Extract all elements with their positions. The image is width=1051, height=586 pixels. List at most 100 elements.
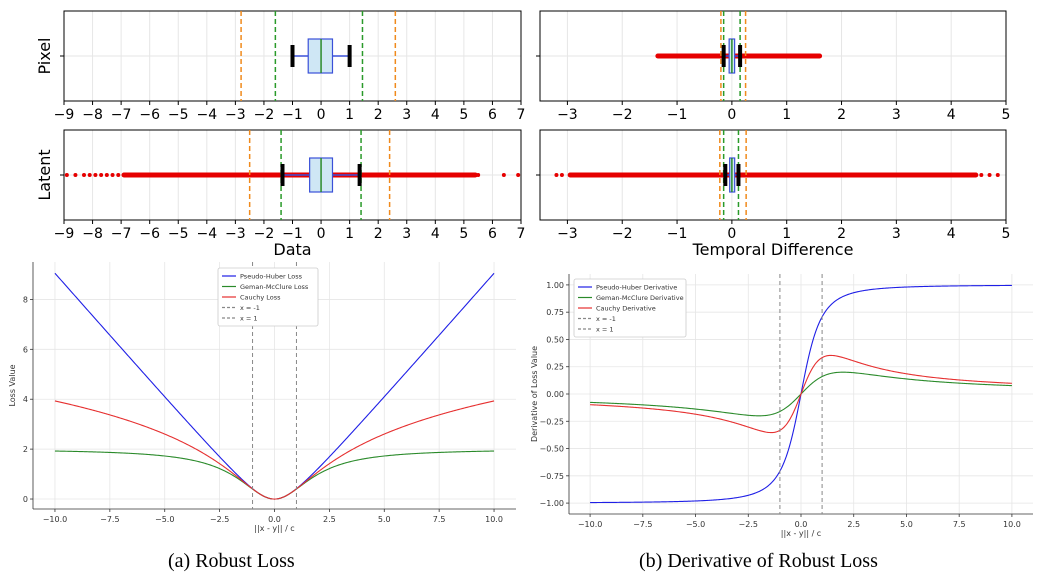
x-axis-label: Data <box>273 240 311 259</box>
x-tick-label: 7.5 <box>433 515 446 524</box>
x-tick-label: 2 <box>374 107 383 123</box>
x-tick-label: −2.5 <box>210 515 229 524</box>
x-tick-label: 5.0 <box>378 515 391 524</box>
legend-label: Pseudo-Huber Derivative <box>596 284 677 292</box>
x-tick-label: 10.0 <box>1003 520 1021 529</box>
x-tick-label: −1 <box>282 226 303 242</box>
legend-label: x = 1 <box>596 326 614 334</box>
y-tick-label: 0.50 <box>546 335 564 344</box>
y-tick-label: −1.00 <box>539 499 564 508</box>
outlier-point <box>87 173 92 177</box>
x-tick-label: −10.0 <box>578 520 603 529</box>
y-tick-label: 0.25 <box>546 363 564 372</box>
outlier-point <box>995 173 1000 177</box>
x-tick-label: −1 <box>667 226 688 242</box>
y-tick-label: 0.00 <box>546 390 564 399</box>
legend-label: Cauchy Derivative <box>596 305 656 313</box>
x-axis-label: ||x - y|| / c <box>781 529 821 538</box>
linechart-robust-loss-derivative: −10.0 −7.5 −5.0 −2.5 0.0 2.5 5.0 7.5 10.0 −1.00 −0… <box>530 274 1033 538</box>
x-tick-label: 2.5 <box>323 515 336 524</box>
x-tick-label: −1 <box>282 107 303 123</box>
y-tick-label: 0.75 <box>546 308 564 317</box>
outlier-point <box>99 173 104 177</box>
x-tick-label: 7 <box>517 226 526 242</box>
x-tick-label: −3 <box>557 226 578 242</box>
boxplot-latent-temporal: −3 −2 −1 0 1 2 3 4 5 Temporal Difference <box>536 129 1011 259</box>
x-tick-label: −9 <box>54 107 75 123</box>
x-tick-label: 5 <box>459 226 468 242</box>
y-axis-label: Derivative of Loss Value <box>530 346 539 442</box>
y-tick-label: 1.00 <box>546 281 564 290</box>
x-tick-label: 1 <box>782 107 791 123</box>
caption-a: (a) Robust Loss <box>168 550 295 572</box>
x-tick-label: 3 <box>892 107 901 123</box>
x-tick-label: 2.5 <box>847 520 860 529</box>
x-tick-label: 2 <box>837 107 846 123</box>
x-tick-label: 2 <box>374 226 383 242</box>
x-tick-label: 3 <box>402 107 411 123</box>
x-tick-label: 3 <box>892 226 901 242</box>
x-tick-label: −4 <box>196 226 217 242</box>
legend-box <box>217 267 319 327</box>
x-tick-label: −8 <box>82 107 103 123</box>
y-tick-label: 0 <box>23 495 28 504</box>
y-tick-label: −0.75 <box>539 472 564 481</box>
x-tick-label: 4 <box>431 107 440 123</box>
x-tick-label: −3 <box>557 107 578 123</box>
legend-label: Geman-McClure Loss <box>240 283 309 291</box>
legend-label: Cauchy Loss <box>240 294 281 302</box>
x-tick-label: −1 <box>667 107 688 123</box>
x-tick-label: 2 <box>837 226 846 242</box>
x-tick-label: 7 <box>517 107 526 123</box>
x-tick-label: −3 <box>225 107 246 123</box>
x-tick-label: −2 <box>612 107 633 123</box>
x-tick-label: 4 <box>947 107 956 123</box>
y-tick-label: 4 <box>23 395 28 404</box>
x-tick-label: 0.0 <box>268 515 281 524</box>
x-tick-label: −5 <box>168 226 189 242</box>
legend-label: Pseudo-Huber Loss <box>240 273 303 281</box>
x-tick-label: −9 <box>54 226 75 242</box>
x-tick-label: 5 <box>1002 226 1011 242</box>
x-tick-label: 0 <box>727 107 736 123</box>
x-tick-label: −8 <box>82 226 103 242</box>
legend-label: Geman-McClure Derivative <box>596 294 684 302</box>
x-axis-label: ||x - y|| / c <box>254 524 294 533</box>
outlier-point <box>73 173 78 177</box>
y-tick-label: −0.25 <box>539 417 564 426</box>
outlier-point <box>116 173 121 177</box>
outlier-point <box>64 173 69 177</box>
x-tick-label: −2 <box>612 226 633 242</box>
x-axis-label: Temporal Difference <box>692 240 854 259</box>
x-tick-label: −10.0 <box>43 515 68 524</box>
y-tick-label: −0.50 <box>539 445 564 454</box>
x-tick-label: 0 <box>727 226 736 242</box>
x-tick-label: 4 <box>431 226 440 242</box>
x-tick-label: 1 <box>782 226 791 242</box>
x-tick-label: −5 <box>168 107 189 123</box>
y-tick-label: 8 <box>23 295 28 304</box>
x-tick-label: 10.0 <box>485 515 503 524</box>
x-tick-label: 0.0 <box>795 520 808 529</box>
x-tick-label: 0 <box>317 107 326 123</box>
x-tick-label: −2 <box>254 226 275 242</box>
y-axis-label: Loss Value <box>8 364 17 406</box>
x-tick-label: 6 <box>488 226 497 242</box>
x-tick-label: 7.5 <box>953 520 966 529</box>
x-tick-label: 5 <box>1002 107 1011 123</box>
caption-b: (b) Derivative of Robust Loss <box>639 550 878 572</box>
boxplot-pixel-data: −9 −8 −7 −6 −5 −4 −3 −2 −1 0 1 2 3 4 5 6 7 Pixel <box>35 10 526 123</box>
outlier-point <box>476 173 481 177</box>
x-tick-label: −4 <box>196 107 217 123</box>
boxplot-pixel-temporal: −3 −2 −1 0 1 2 3 4 5 <box>536 10 1011 123</box>
x-tick-label: −6 <box>139 107 160 123</box>
x-tick-label: 4 <box>947 226 956 242</box>
x-tick-label: −7.5 <box>633 520 652 529</box>
x-tick-label: 5 <box>459 107 468 123</box>
series-line-cauchy-d <box>590 354 1012 434</box>
boxplot-latent-data: −9 −8 −7 −6 −5 −4 −3 −2 −1 0 1 2 3 4 5 6 7 Latent Data <box>35 129 526 259</box>
x-tick-label: −3 <box>225 226 246 242</box>
outlier-point <box>554 173 559 177</box>
x-tick-label: 5.0 <box>900 520 913 529</box>
outlier-point <box>104 173 109 177</box>
